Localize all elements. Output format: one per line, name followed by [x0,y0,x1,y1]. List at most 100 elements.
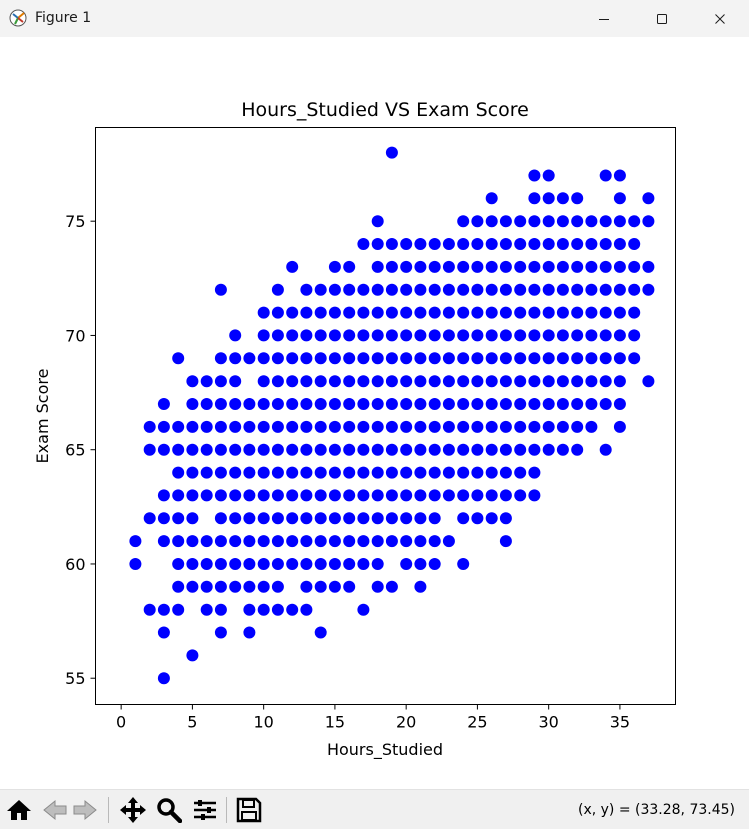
data-point [628,283,641,296]
data-point [371,352,384,365]
data-point [385,535,398,548]
data-point [556,192,569,205]
data-point [457,512,470,525]
maximize-icon [657,13,667,24]
data-point [585,420,598,433]
data-point [528,238,541,250]
data-point [400,238,413,250]
configure-subplots-button[interactable] [190,796,220,824]
data-point [499,215,512,228]
data-point [271,580,284,593]
data-point [200,535,213,548]
data-point [286,489,299,502]
data-point [243,626,256,639]
data-point [471,329,484,342]
data-point [300,512,313,525]
data-point [243,512,256,525]
data-point [457,375,470,388]
data-point [314,375,327,388]
data-point [172,558,185,570]
data-point [385,580,398,593]
data-point [528,398,541,410]
y-tick-label: 75 [65,212,85,231]
close-button[interactable] [691,0,749,37]
data-point [229,398,242,410]
data-point [214,375,227,388]
data-point [642,260,655,273]
data-point [499,398,512,410]
data-point [428,466,441,479]
data-point [271,375,284,388]
data-point [257,306,270,319]
data-point [214,580,227,593]
data-point [528,169,541,182]
data-point [514,283,527,296]
data-point [628,215,641,228]
data-point [471,352,484,365]
data-point [200,443,213,456]
data-point [214,603,227,616]
data-point [257,329,270,342]
data-point [314,489,327,502]
data-point [143,420,156,433]
data-point [499,352,512,365]
forward-button[interactable] [70,796,100,824]
data-point [400,512,413,525]
data-point [442,443,455,456]
data-point [328,535,341,548]
data-point [143,603,156,616]
data-point [471,283,484,296]
data-point [229,512,242,525]
data-point [414,375,427,388]
navigation-toolbar: (x, y) = (33.28, 73.45) [0,789,749,829]
data-point [457,398,470,410]
data-point [556,352,569,365]
data-point [400,306,413,319]
data-point [300,283,313,296]
data-point [471,466,484,479]
data-point [357,398,370,410]
minimize-button[interactable] [575,0,633,37]
data-point [343,329,356,342]
data-point [428,420,441,433]
data-point [400,283,413,296]
data-point [428,443,441,456]
data-point [542,306,555,319]
data-point [613,215,626,228]
zoom-button[interactable] [154,796,184,824]
data-point [499,535,512,548]
data-point [471,306,484,319]
data-point [442,283,455,296]
data-point [628,352,641,365]
data-point [628,329,641,342]
data-point [400,375,413,388]
data-point [457,352,470,365]
data-point [257,352,270,365]
data-point [357,420,370,433]
data-point [371,558,384,570]
back-button[interactable] [40,796,70,824]
maximize-button[interactable] [633,0,691,37]
data-point [571,375,584,388]
data-point [286,398,299,410]
figure-canvas[interactable]: Hours_Studied VS Exam Score 0 5 10 15 20 25 30… [0,37,749,789]
data-point [343,398,356,410]
data-point [485,443,498,456]
data-point [357,283,370,296]
data-point [414,260,427,273]
minimize-icon [599,18,609,20]
data-point [442,260,455,273]
pan-button[interactable] [118,796,148,824]
data-point [400,352,413,365]
data-point [599,398,612,410]
data-point [328,443,341,456]
save-button[interactable] [234,796,264,824]
data-point [343,558,356,570]
data-point [157,535,170,548]
data-point [613,192,626,205]
data-point [214,489,227,502]
data-point [286,375,299,388]
home-button[interactable] [4,796,34,824]
data-point [328,558,341,570]
data-point [157,626,170,639]
